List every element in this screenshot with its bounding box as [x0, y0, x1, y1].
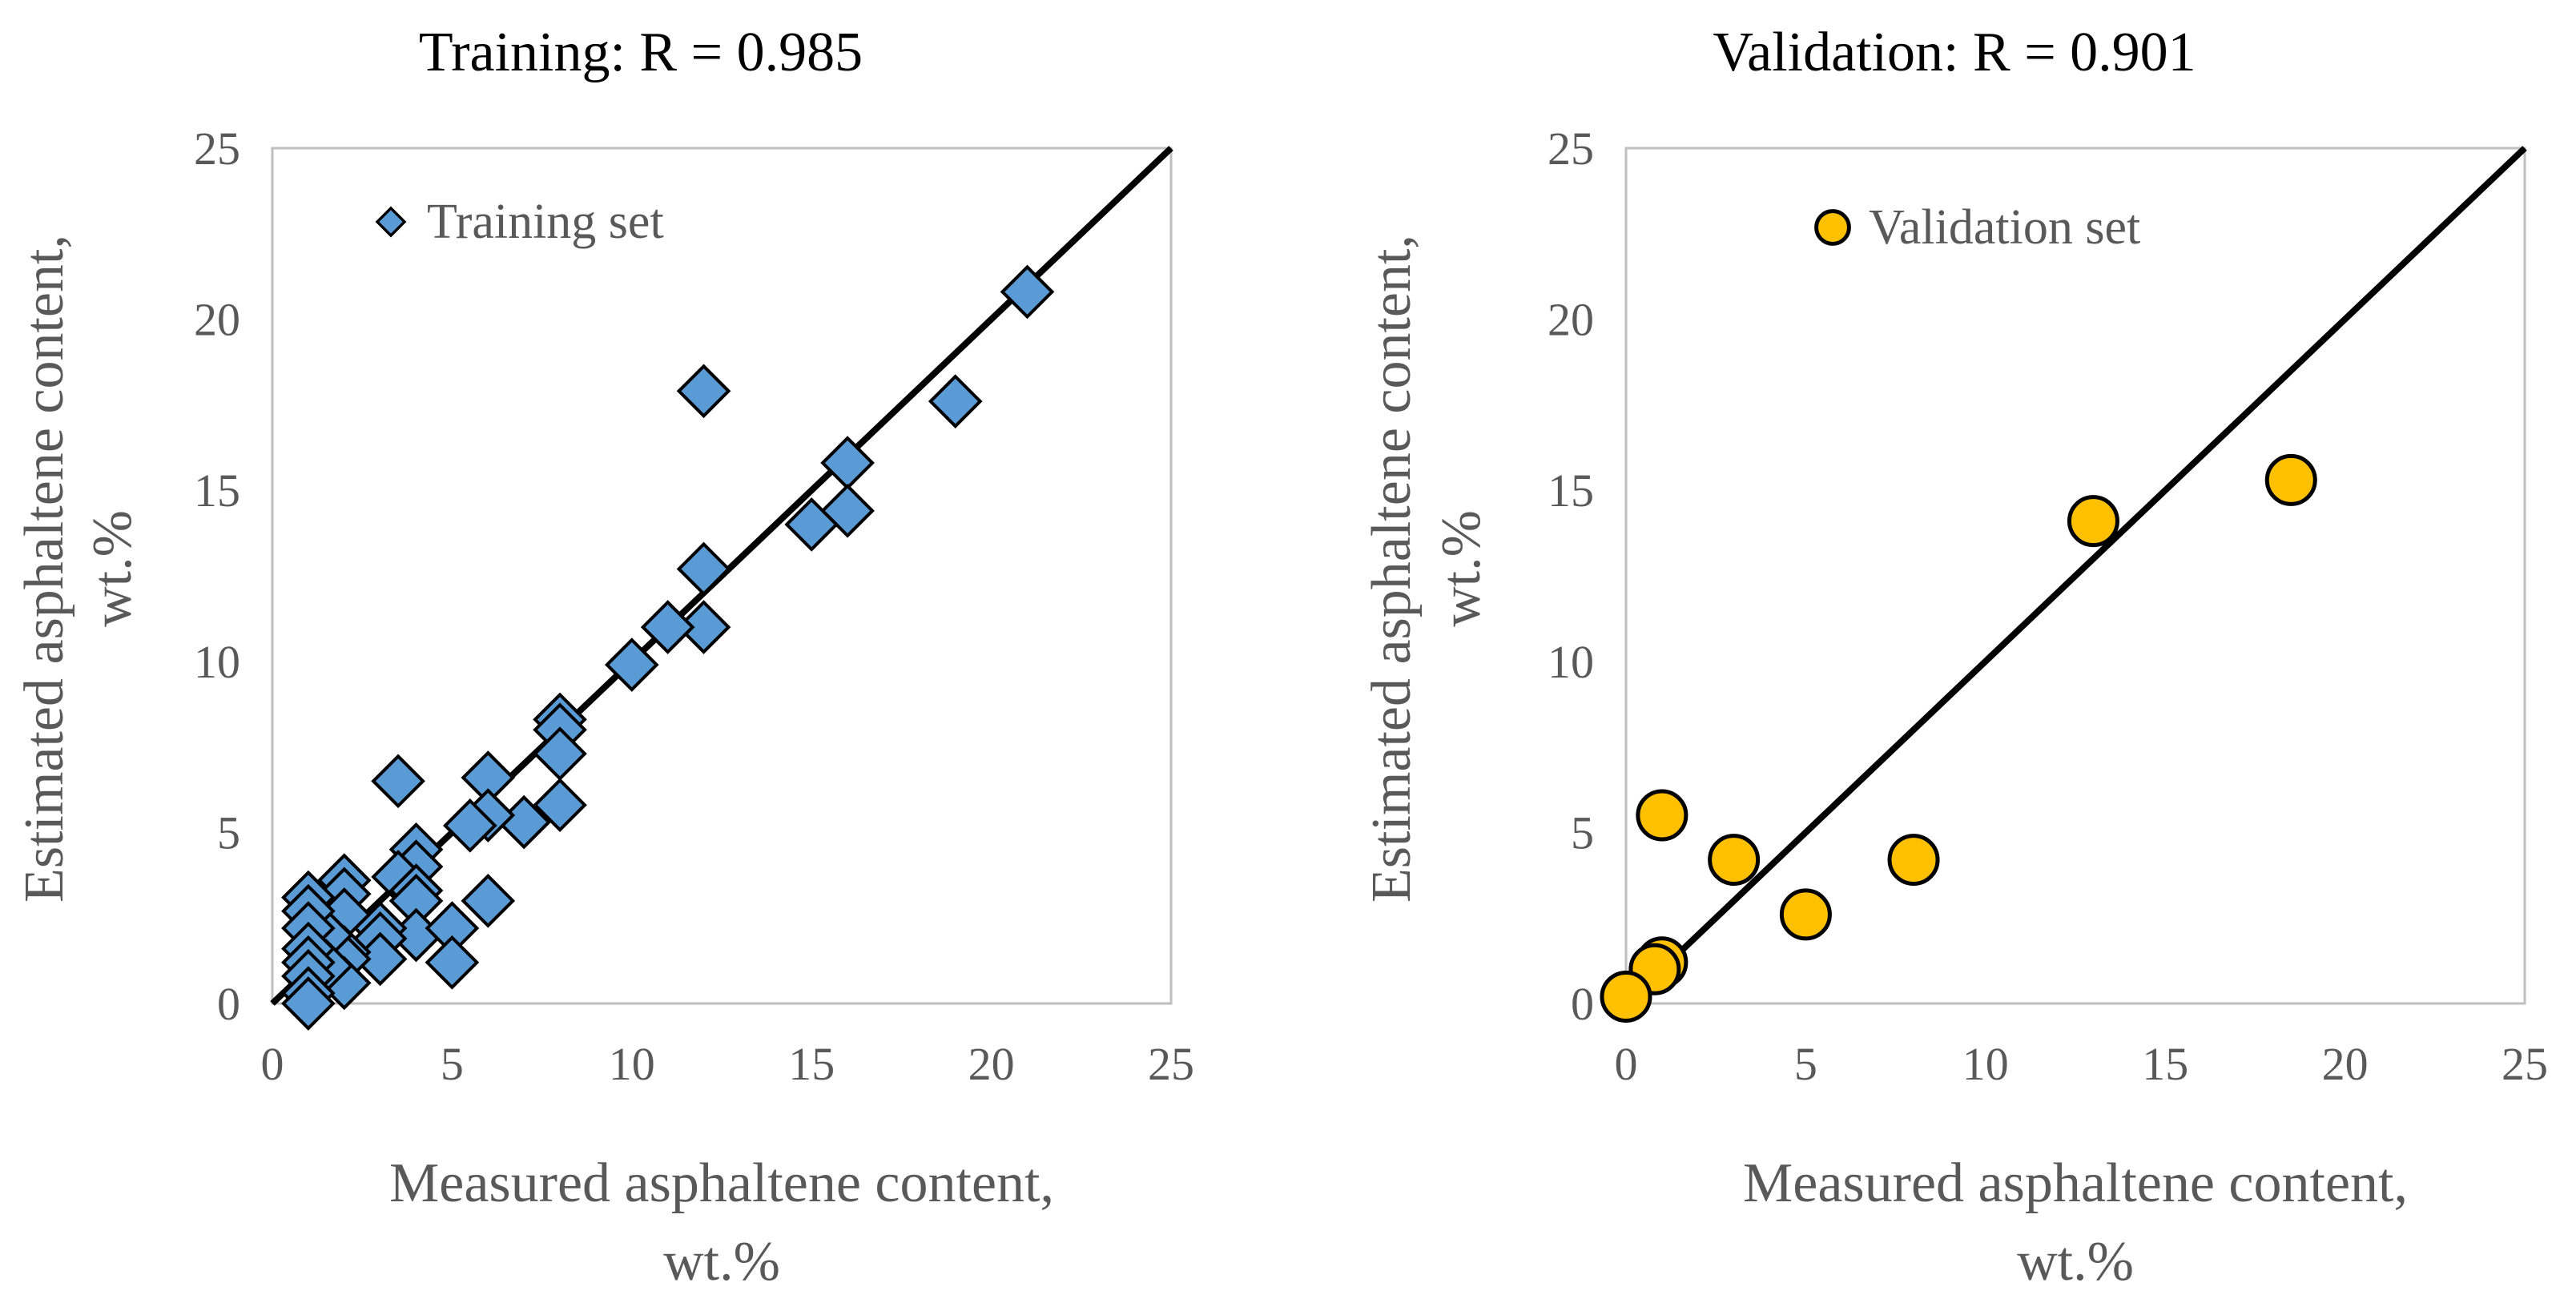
data-point — [1600, 970, 1652, 1023]
data-point — [461, 874, 516, 928]
data-point — [640, 600, 695, 654]
x-tick-label: 0 — [261, 1038, 284, 1090]
x-tick-label: 0 — [1615, 1038, 1638, 1090]
legend-label: Training set — [427, 195, 664, 249]
y-tick-label: 20 — [1548, 294, 1594, 346]
x-tick-label: 5 — [1794, 1038, 1817, 1090]
y-tick-label: 15 — [1548, 464, 1594, 517]
data-point — [676, 600, 731, 654]
data-point — [676, 541, 731, 597]
x-tick-label: 5 — [441, 1038, 464, 1090]
x-axis-label: Measured asphaltene content, — [1743, 1152, 2408, 1214]
y-tick-label: 0 — [217, 978, 240, 1030]
data-point — [371, 754, 425, 809]
y-tick-label: 0 — [1571, 978, 1594, 1030]
data-point — [604, 637, 659, 692]
y-axis-label-line2: wt.% — [82, 510, 143, 627]
legend-marker — [1814, 209, 1851, 246]
y-tick-label: 20 — [194, 294, 240, 346]
x-tick-label: 25 — [1148, 1038, 1194, 1090]
y-tick-label: 5 — [217, 806, 240, 859]
data-point — [1779, 888, 1832, 941]
y-axis-label-line2: wt.% — [1431, 510, 1492, 627]
y-tick-label: 10 — [1548, 636, 1594, 688]
data-point — [784, 497, 839, 552]
x-tick-label: 10 — [609, 1038, 655, 1090]
x-tick-label: 15 — [788, 1038, 835, 1090]
data-point — [281, 976, 336, 1031]
y-axis-label: Estimated asphaltene content, — [1361, 235, 1423, 903]
legend-marker — [375, 206, 407, 238]
data-point — [1708, 834, 1761, 887]
y-axis-label: Estimated asphaltene content, — [14, 235, 75, 903]
data-point — [2264, 453, 2317, 506]
x-tick-label: 20 — [2322, 1038, 2369, 1090]
y-tick-label: 15 — [194, 464, 240, 517]
chart-title: Validation: R = 0.901 — [1713, 22, 2196, 83]
x-axis-label: Measured asphaltene content, — [389, 1152, 1054, 1214]
data-point — [1887, 834, 1940, 887]
data-point — [676, 364, 731, 419]
data-point — [928, 374, 983, 428]
x-axis-label-line2: wt.% — [2017, 1231, 2134, 1293]
legend-label: Validation set — [1869, 200, 2140, 255]
y-tick-label: 25 — [194, 123, 240, 175]
training-chart: Training: R = 0.985 0 5 10 15 20 25 0 5 10 15 20 25 M… — [14, 22, 1194, 1293]
x-tick-label: 15 — [2142, 1038, 2188, 1090]
plot-area-frame — [1624, 147, 2526, 1005]
x-tick-label: 25 — [2502, 1038, 2548, 1090]
y-tick-label: 10 — [194, 636, 240, 688]
data-point — [2067, 495, 2119, 548]
x-axis-label-line2: wt.% — [663, 1231, 780, 1293]
data-point — [820, 436, 875, 490]
y-tick-label: 5 — [1571, 806, 1594, 859]
y-tick-label: 25 — [1548, 123, 1594, 175]
data-point — [443, 798, 497, 853]
legend: Training set — [375, 195, 664, 249]
data-point — [425, 935, 480, 990]
x-tick-label: 20 — [968, 1038, 1015, 1090]
data-point — [1000, 264, 1055, 320]
chart-title: Training: R = 0.985 — [419, 22, 863, 83]
data-point — [1636, 789, 1688, 842]
x-tick-label: 10 — [1962, 1038, 2009, 1090]
fit-line — [1624, 146, 2527, 1006]
plot-area-frame — [271, 147, 1173, 1005]
validation-chart: Validation: R = 0.901 0 5 10 15 20 25 0 5 10 15 20 2… — [1361, 22, 2548, 1293]
data-point — [533, 778, 587, 833]
legend: Validation set — [1814, 200, 2140, 255]
